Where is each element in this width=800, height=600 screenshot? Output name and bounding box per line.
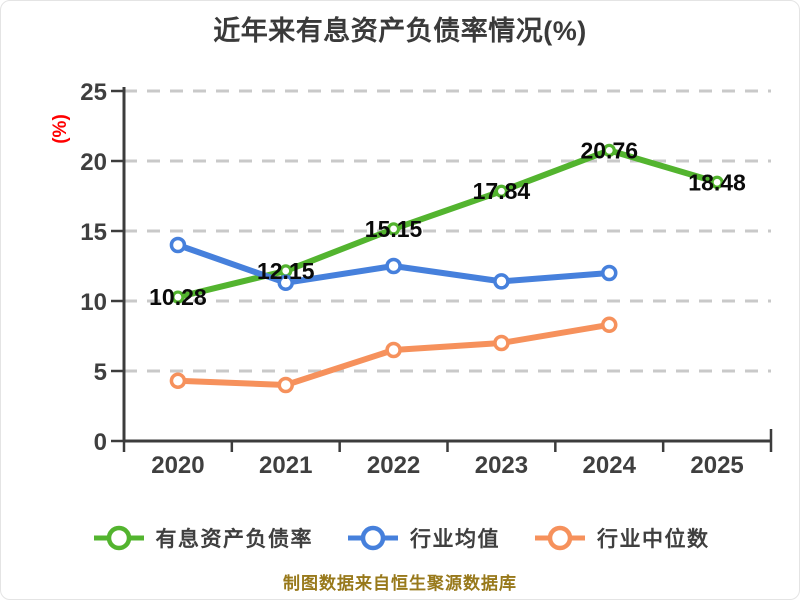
data-point-label: 10.28 xyxy=(149,284,207,310)
y-tick-label: 5 xyxy=(94,359,107,386)
data-point-marker xyxy=(277,376,294,394)
data-point-marker xyxy=(601,316,618,334)
chart-title: 近年来有息资产负债率情况(%) xyxy=(213,16,587,46)
y-tick-label: 15 xyxy=(80,219,107,246)
data-point-label: 18.48 xyxy=(688,169,746,195)
data-point-marker xyxy=(710,175,724,189)
x-tick-label: 2023 xyxy=(475,452,528,479)
y-tick-label: 25 xyxy=(80,79,107,106)
data-point-marker xyxy=(277,274,294,292)
data-point-marker xyxy=(602,143,616,157)
y-tick-label: 0 xyxy=(94,429,107,456)
data-point-label: 15.15 xyxy=(365,216,423,242)
legend-item-0: 有息资产负债率 xyxy=(91,523,314,553)
legend-marker-icon xyxy=(535,525,585,551)
data-point-marker xyxy=(385,341,402,359)
legend-item-label: 有息资产负债率 xyxy=(155,528,313,551)
legend-circle xyxy=(106,525,131,551)
data-point-marker xyxy=(601,264,618,282)
data-point-marker xyxy=(386,222,401,236)
data-point-label: 20.76 xyxy=(580,137,638,163)
data-source-note: 制图数据来自恒生聚源数据库 xyxy=(283,574,517,593)
y-tick-label: 10 xyxy=(80,289,107,316)
legend-item-label: 行业均值 xyxy=(410,528,500,551)
data-point-marker xyxy=(169,236,187,254)
y-tick-label: 20 xyxy=(80,149,107,176)
data-point-marker xyxy=(494,184,509,198)
legend-item-2: 行业中位数 xyxy=(532,523,710,553)
data-point-marker xyxy=(169,372,187,390)
data-point-marker xyxy=(385,257,402,275)
legend-circle xyxy=(360,525,386,551)
data-point-label: 12.15 xyxy=(257,258,315,284)
legend-circle xyxy=(547,525,573,551)
data-point-marker xyxy=(493,334,510,352)
legend-marker-icon xyxy=(348,525,398,551)
x-tick-label: 2025 xyxy=(690,452,743,479)
legend: 有息资产负债率 行业均值 行业中位数 xyxy=(1,523,799,553)
x-tick-label: 2022 xyxy=(367,452,420,479)
x-tick-label: 2024 xyxy=(583,452,637,479)
legend-item-label: 行业中位数 xyxy=(597,528,710,551)
legend-marker-icon xyxy=(93,525,144,551)
legend-item-1: 行业均值 xyxy=(345,523,500,553)
data-point-label: 17.84 xyxy=(473,178,531,204)
x-tick-label: 2020 xyxy=(151,452,204,479)
data-point-marker xyxy=(171,290,185,304)
x-tick-label: 2021 xyxy=(259,452,312,479)
data-point-marker xyxy=(493,273,510,290)
